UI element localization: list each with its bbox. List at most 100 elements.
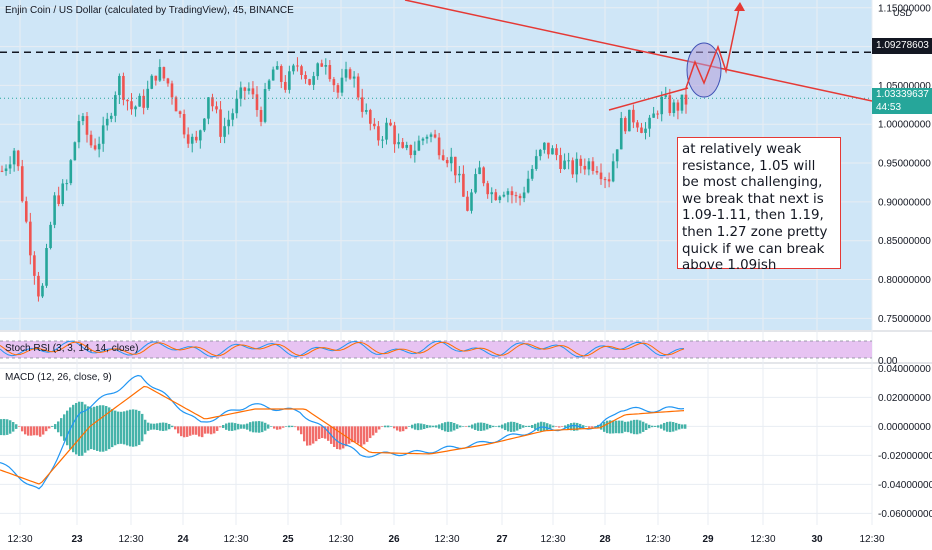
last-price-tag: 1.03339637 xyxy=(872,88,932,102)
macd-histogram-bar xyxy=(105,406,108,451)
candle-body xyxy=(595,170,599,173)
macd-histogram-bar xyxy=(342,426,345,449)
candle-body xyxy=(8,164,12,169)
macd-histogram-bar xyxy=(348,426,351,444)
macd-histogram-bar xyxy=(24,426,27,435)
projection-path xyxy=(685,3,741,89)
candle-body xyxy=(498,196,502,201)
macd-histogram-bar xyxy=(66,410,69,446)
candle-body xyxy=(211,97,214,107)
candle-body xyxy=(543,142,546,150)
macd-histogram-bar xyxy=(177,426,180,434)
macd-histogram-bar xyxy=(129,409,132,447)
macd-histogram-bar xyxy=(447,421,450,432)
macd-histogram-bar xyxy=(0,419,3,436)
macd-histogram-bar xyxy=(117,411,120,445)
candle-body xyxy=(628,109,631,132)
candle-body xyxy=(312,76,315,85)
candle-body xyxy=(16,150,20,167)
macd-histogram-bar xyxy=(285,426,288,427)
macd-histogram-bar xyxy=(108,407,111,450)
candle-body xyxy=(599,172,603,180)
x-tick-label: 12:30 xyxy=(645,534,670,545)
macd-y-tick: 0.00000000 xyxy=(878,422,931,433)
macd-histogram-bar xyxy=(522,425,525,428)
macd-histogram-bar xyxy=(630,420,633,434)
macd-histogram-bar xyxy=(228,422,231,431)
macd-histogram-bar xyxy=(279,426,282,430)
macd-histogram-bar xyxy=(609,420,612,434)
macd-histogram-bar xyxy=(621,420,624,434)
candle-body xyxy=(567,160,570,162)
macd-histogram-bar xyxy=(336,426,339,450)
candle-body xyxy=(114,95,117,116)
y-tick-label: 0.95000000 xyxy=(878,159,931,170)
macd-histogram-bar xyxy=(51,425,54,427)
candle-body xyxy=(292,65,295,72)
y-tick-label: 1.00000000 xyxy=(878,120,931,131)
macd-histogram-bar xyxy=(111,409,114,448)
x-tick-label: 29 xyxy=(702,534,714,545)
candle-body xyxy=(676,102,680,111)
candle-body xyxy=(41,285,44,297)
candle-body xyxy=(296,65,299,67)
candle-body xyxy=(73,142,77,161)
macd-histogram-bar xyxy=(99,405,102,452)
macd-histogram-bar xyxy=(120,411,123,444)
candle-body xyxy=(12,150,16,165)
candle-body xyxy=(490,192,494,195)
macd-histogram-bar xyxy=(594,426,597,427)
candle-body xyxy=(486,183,489,195)
macd-histogram-bar xyxy=(546,423,549,431)
candle-body xyxy=(563,160,566,169)
candle-body xyxy=(559,155,562,169)
candle-body xyxy=(255,94,259,111)
y-tick-label: 0.85000000 xyxy=(878,236,931,247)
candle-body xyxy=(514,195,518,197)
candle-body xyxy=(207,97,210,119)
macd-histogram-bar xyxy=(135,409,138,447)
macd-histogram-bar xyxy=(492,425,495,428)
price-series xyxy=(0,57,688,302)
macd-histogram-bar xyxy=(471,424,474,429)
candle-body xyxy=(332,79,336,86)
candle-body xyxy=(109,115,113,119)
macd-histogram-bar xyxy=(291,425,294,428)
resistance-price-tag: 1.09278603 xyxy=(872,38,932,54)
macd-histogram-bar xyxy=(477,422,480,431)
x-tick-label: 27 xyxy=(496,534,508,545)
macd-histogram-bar xyxy=(273,426,276,429)
macd-histogram-bar xyxy=(243,424,246,429)
macd-histogram-bar xyxy=(504,423,507,431)
macd-histogram-bar xyxy=(642,421,645,432)
rsi-band xyxy=(0,341,872,358)
candle-body xyxy=(397,142,400,145)
macd-histogram-bar xyxy=(222,424,225,429)
macd-histogram-bar xyxy=(72,404,75,453)
macd-histogram-bar xyxy=(225,423,228,430)
candle-body xyxy=(275,66,279,70)
candle-body xyxy=(81,116,85,122)
macd-histogram-bar xyxy=(651,425,654,428)
macd-histogram-bar xyxy=(249,422,252,432)
candle-body xyxy=(587,161,591,170)
macd-histogram-bar xyxy=(570,423,573,431)
candle-body xyxy=(57,195,60,204)
macd-histogram-bar xyxy=(258,421,261,433)
candle-body xyxy=(603,179,607,181)
macd-histogram-bar xyxy=(234,423,237,431)
macd-histogram-bar xyxy=(294,426,297,428)
candle-body xyxy=(684,94,688,105)
candle-body xyxy=(348,69,352,79)
currency-label: USD xyxy=(893,8,913,18)
candle-body xyxy=(61,183,65,204)
candle-body xyxy=(381,139,384,141)
candle-body xyxy=(162,67,166,79)
macd-histogram-bar xyxy=(147,422,150,431)
macd-histogram-bar xyxy=(219,426,222,428)
macd-histogram-bar xyxy=(429,425,432,428)
macd-histogram-bar xyxy=(192,426,195,435)
candle-body xyxy=(271,69,275,81)
candle-body xyxy=(65,183,69,185)
macd-histogram-bar xyxy=(468,425,471,428)
